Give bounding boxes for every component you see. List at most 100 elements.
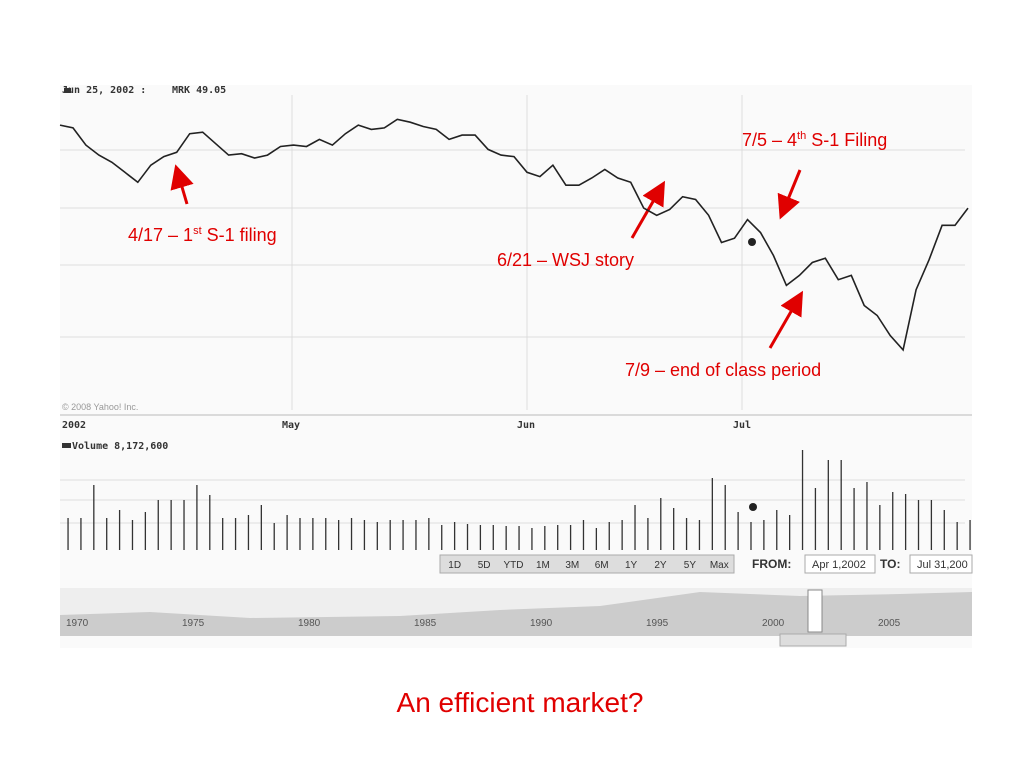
copyright: © 2008 Yahoo! Inc. bbox=[62, 402, 138, 412]
chart-panel bbox=[60, 85, 972, 648]
range-button[interactable]: 2Y bbox=[654, 560, 667, 571]
volume-bar bbox=[608, 522, 610, 550]
range-button[interactable]: 1Y bbox=[625, 560, 638, 571]
volume-bar bbox=[222, 518, 224, 550]
to-value: Jul 31,200 bbox=[917, 559, 968, 571]
volume-bar bbox=[118, 510, 121, 550]
volume-bar bbox=[273, 523, 275, 550]
timeline-area bbox=[60, 592, 972, 636]
annotation-sup: st bbox=[193, 225, 202, 237]
from-label: FROM: bbox=[752, 557, 791, 571]
marker-dot bbox=[749, 503, 757, 511]
range-button[interactable]: 5Y bbox=[684, 560, 697, 571]
volume-bar bbox=[286, 515, 288, 550]
annotation-sup: th bbox=[797, 130, 806, 142]
volume-bar bbox=[376, 522, 378, 550]
volume-label: Volume 8,172,600 bbox=[72, 441, 168, 452]
to-box bbox=[909, 554, 973, 574]
timeline-year: 1995 bbox=[646, 618, 669, 629]
volume-bar bbox=[698, 520, 701, 550]
annotation-text: 6/21 – WSJ story bbox=[497, 250, 634, 270]
volume-bar bbox=[789, 515, 791, 550]
volume-bar bbox=[479, 525, 482, 550]
volume-bar bbox=[492, 525, 494, 550]
volume-bar bbox=[673, 508, 675, 550]
volume-bar bbox=[106, 518, 108, 550]
x-tick-label: May bbox=[282, 420, 300, 431]
volume-bar bbox=[453, 522, 456, 550]
header-date: Jun 25, 2002 : bbox=[62, 85, 146, 96]
volume-bar bbox=[750, 522, 752, 550]
volume-bar bbox=[917, 500, 920, 550]
volume-bar bbox=[247, 515, 250, 550]
volume-bar bbox=[441, 525, 443, 550]
volume-bar bbox=[569, 525, 572, 550]
legend-icon bbox=[64, 88, 71, 93]
annotation: 6/21 – WSJ story bbox=[497, 250, 634, 270]
range-button[interactable]: Max bbox=[710, 560, 729, 571]
volume-bar bbox=[209, 495, 211, 550]
volume-bar bbox=[801, 450, 804, 550]
volume-bar bbox=[879, 505, 881, 550]
volume-bar bbox=[312, 518, 314, 550]
volume-bar bbox=[737, 512, 739, 550]
annotation: 7/5 – 4th S-1 Filing bbox=[742, 130, 887, 150]
volume-bar bbox=[711, 478, 713, 550]
x-tick-label: Jun bbox=[517, 420, 535, 431]
timeline-year: 2005 bbox=[878, 618, 901, 629]
grid bbox=[60, 95, 965, 524]
volume-bar bbox=[853, 488, 855, 550]
range-bar bbox=[439, 554, 735, 574]
volume-bar bbox=[827, 460, 829, 550]
volume-bar bbox=[505, 526, 507, 550]
range-button[interactable]: 5D bbox=[478, 560, 491, 571]
header-quote: MRK 49.05 bbox=[172, 85, 226, 96]
price-line bbox=[59, 118, 969, 352]
volume-bar bbox=[415, 520, 417, 550]
to-label: TO: bbox=[880, 557, 900, 571]
volume-bar bbox=[234, 518, 237, 550]
range-button[interactable]: 3M bbox=[565, 560, 579, 571]
range-button[interactable]: 1M bbox=[536, 560, 550, 571]
volume-bar bbox=[260, 505, 262, 550]
volume-bar bbox=[840, 460, 842, 550]
annotation-text: 7/9 – end of class period bbox=[625, 360, 821, 380]
range-button[interactable]: YTD bbox=[504, 560, 524, 571]
volume-bar bbox=[518, 526, 520, 550]
volume-bar bbox=[325, 518, 327, 550]
volume-bar bbox=[930, 500, 933, 550]
volume-bar bbox=[892, 492, 894, 550]
timeline-handle[interactable] bbox=[807, 589, 823, 633]
volume-bar bbox=[866, 482, 868, 550]
volume-bar bbox=[338, 520, 340, 550]
volume-bar bbox=[363, 520, 366, 550]
volume-bar bbox=[943, 510, 945, 550]
annotation-text: 4/17 – 1 bbox=[128, 225, 193, 245]
marker-dot bbox=[748, 238, 756, 246]
volume-bar bbox=[196, 485, 198, 550]
volume-bar bbox=[350, 518, 353, 550]
timeline-year: 1985 bbox=[414, 618, 437, 629]
timeline-year: 1975 bbox=[182, 618, 205, 629]
volume-bar bbox=[685, 518, 688, 550]
volume-bar bbox=[183, 500, 185, 550]
volume-bar bbox=[582, 520, 585, 550]
volume-bar bbox=[660, 498, 662, 550]
volume-bar bbox=[466, 524, 469, 550]
annotation: 4/17 – 1st S-1 filing bbox=[128, 225, 277, 245]
volume-bar bbox=[557, 525, 559, 550]
volume-bar bbox=[904, 494, 907, 550]
volume-bar bbox=[763, 520, 765, 550]
x-tick-label: 2002 bbox=[62, 420, 86, 431]
volume-bar bbox=[544, 526, 546, 550]
range-button[interactable]: 1D bbox=[448, 560, 461, 571]
volume-bar bbox=[170, 500, 172, 550]
scrollbar[interactable] bbox=[779, 633, 847, 647]
legend-icon bbox=[62, 443, 71, 448]
volume-bar bbox=[969, 520, 971, 550]
range-button[interactable]: 6M bbox=[595, 560, 609, 571]
volume-bar bbox=[157, 500, 159, 550]
volume-bar bbox=[67, 518, 69, 550]
volume-bar bbox=[93, 485, 95, 550]
